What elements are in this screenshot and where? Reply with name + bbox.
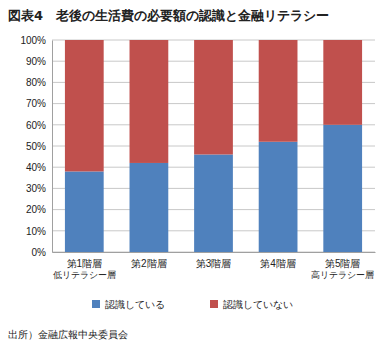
tick: 第5階層高リテラシー層 <box>311 252 374 280</box>
title: 図表4 老後の生活費の必要額の認識と金融リテラシー <box>8 8 329 23</box>
tick: 80% <box>26 77 52 88</box>
tick-label: 第1階層低リテラシー層 <box>53 258 116 280</box>
tick: 70% <box>26 98 52 109</box>
tick-label: 10% <box>26 226 46 237</box>
bar <box>65 171 104 252</box>
tick: 第2階層 <box>131 252 167 269</box>
annotation: 出所）金融広報中央委員会 <box>8 329 128 340</box>
y-axis: 0% 10% 20% 30% 40% 50% 60% 70% 80% 90% 100% <box>20 35 52 258</box>
tick-label: 第4階層 <box>260 258 296 269</box>
tick: 50% <box>26 141 52 152</box>
tick-label: 40% <box>26 162 46 173</box>
grid <box>52 40 375 252</box>
bar <box>65 40 104 171</box>
tick: 40% <box>26 162 52 173</box>
tick: 20% <box>26 204 52 215</box>
tick-label: 50% <box>26 141 46 152</box>
legend-label: 認識していない <box>223 299 293 310</box>
tick: 10% <box>26 226 52 237</box>
x-axis: 第1階層低リテラシー層 第2階層 第3階層 第4階層 第5階層高リテラシー層 <box>53 252 376 280</box>
tick: 60% <box>26 120 52 131</box>
tick-label: 90% <box>26 56 46 67</box>
tick-label: 70% <box>26 98 46 109</box>
tick-label: 60% <box>26 120 46 131</box>
bar <box>130 40 169 163</box>
tick: 0% <box>32 247 52 258</box>
tick-label: 80% <box>26 77 46 88</box>
tick-label: 30% <box>26 183 46 194</box>
legend-swatch <box>210 300 218 308</box>
bars <box>65 40 362 252</box>
tick-label: 第2階層 <box>131 258 167 269</box>
bar <box>323 40 362 125</box>
bar <box>259 40 298 142</box>
tick: 30% <box>26 183 52 194</box>
legend-label: 認識している <box>105 299 165 310</box>
tick: 第1階層低リテラシー層 <box>53 252 116 280</box>
bar <box>259 142 298 252</box>
bar <box>194 40 233 154</box>
series <box>65 40 362 171</box>
tick: 第3階層 <box>196 252 232 269</box>
tick-label: 第3階層 <box>196 258 232 269</box>
tick: 100% <box>20 35 52 46</box>
bar <box>323 125 362 252</box>
tick-label: 100% <box>20 35 46 46</box>
chart: 図表4 老後の生活費の必要額の認識と金融リテラシー 0% 10% 20% 30% 40% 5… <box>0 0 387 348</box>
bar <box>194 154 233 252</box>
tick: 90% <box>26 56 52 67</box>
tick-label: 0% <box>32 247 47 258</box>
tick-label: 20% <box>26 204 46 215</box>
legend: 認識している 認識していない <box>92 299 293 310</box>
tick: 第4階層 <box>260 252 296 269</box>
legend-item: 認識していない <box>210 299 293 310</box>
axis-line <box>52 41 53 253</box>
legend-swatch <box>92 300 100 308</box>
legend-item: 認識している <box>92 299 165 310</box>
bar <box>130 163 169 252</box>
tick-label: 第5階層高リテラシー層 <box>311 258 374 280</box>
axis-line <box>53 252 376 253</box>
